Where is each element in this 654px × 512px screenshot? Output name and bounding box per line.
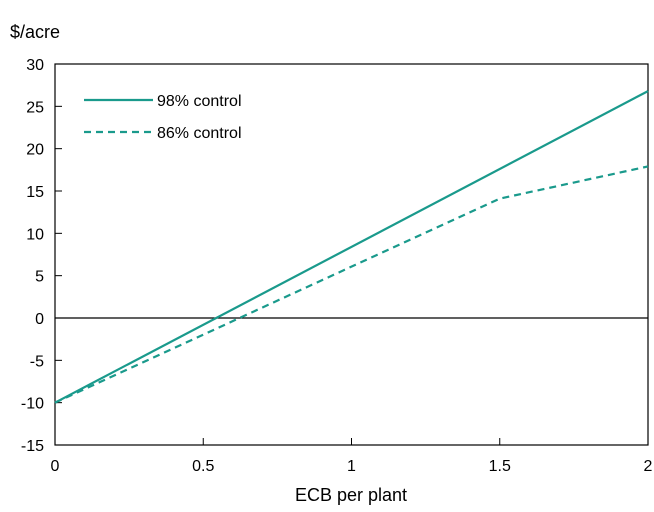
series-lines bbox=[54, 90, 649, 404]
y-tick-label: -5 bbox=[30, 353, 44, 370]
x-axis: 0 0.5 1 1.5 2 bbox=[51, 438, 653, 475]
y-tick-label: -10 bbox=[21, 396, 44, 413]
y-axis: 30 25 20 15 10 5 0 -5 -10 -15 bbox=[21, 57, 62, 455]
y-tick-label: 5 bbox=[35, 269, 44, 286]
y-axis-title: $/acre bbox=[10, 22, 60, 42]
y-tick-label: 30 bbox=[26, 57, 44, 74]
x-tick-label: 1.5 bbox=[489, 458, 511, 475]
y-tick-label: 25 bbox=[26, 99, 44, 116]
x-axis-title: ECB per plant bbox=[295, 485, 407, 505]
legend: 98% control 86% control bbox=[84, 93, 242, 142]
x-tick-label: 1 bbox=[347, 458, 356, 475]
legend-label: 86% control bbox=[157, 125, 242, 142]
series-line-98-control bbox=[54, 90, 649, 404]
legend-label: 98% control bbox=[157, 93, 242, 110]
y-tick-label: -15 bbox=[21, 438, 44, 455]
y-tick-label: 15 bbox=[26, 184, 44, 201]
plot-frame bbox=[54, 63, 649, 446]
y-tick-label: 0 bbox=[35, 311, 44, 328]
series-line-86-control bbox=[54, 165, 649, 404]
y-tick-label: 10 bbox=[26, 226, 44, 243]
y-tick-label: 20 bbox=[26, 142, 44, 159]
x-tick-label: 2 bbox=[644, 458, 653, 475]
x-tick-label: 0 bbox=[51, 458, 60, 475]
x-tick-label: 0.5 bbox=[192, 458, 214, 475]
